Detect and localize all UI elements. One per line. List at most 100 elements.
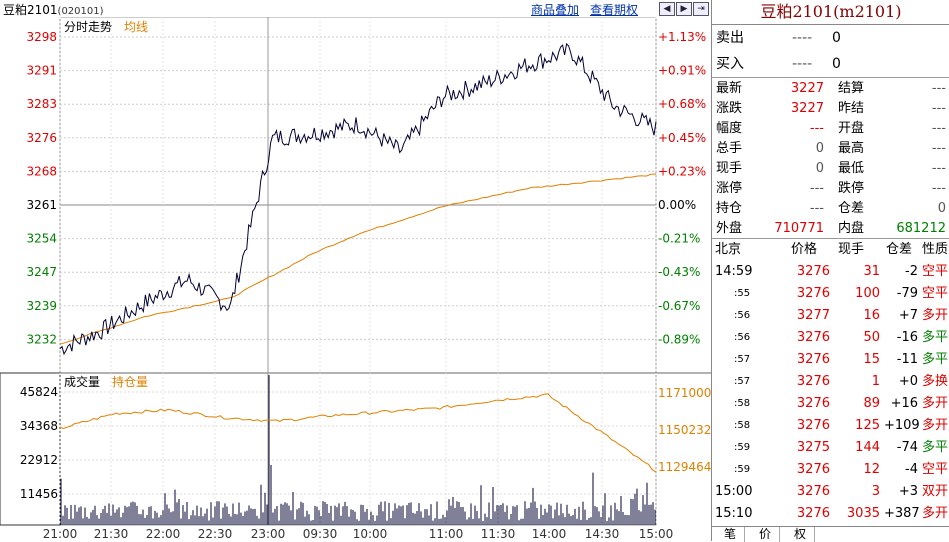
tick-row[interactable]: :57 3276 1 +0 多换 [712, 371, 949, 393]
tick-type: 多开 [922, 418, 949, 433]
pct-tick: -0.67% [658, 299, 700, 313]
time-tick: 09:30 [303, 527, 338, 541]
tick-vol: 89 [863, 396, 880, 411]
price-tick: 3298 [26, 30, 57, 44]
price-tick: 3254 [26, 232, 57, 246]
tab-trades[interactable]: 笔 [716, 527, 745, 542]
time-tick: 15:00 [639, 527, 674, 541]
price-line [59, 42, 657, 356]
prev-icon[interactable]: ◀ [659, 2, 675, 16]
time-tick: 21:30 [94, 527, 129, 541]
tick-type: 双开 [922, 484, 949, 499]
oi-tick: 1129464 [658, 460, 711, 474]
tick-vol: 100 [855, 286, 880, 301]
tick-vol: 16 [863, 308, 880, 323]
tick-type: 空平 [922, 286, 949, 301]
tick-diff: -2 [905, 264, 918, 279]
tick-vol: 3035 [846, 506, 880, 521]
intraday-chart[interactable]: 3298 3291 3283 3276 3268 3261 3254 3247 3239 3232… [0, 17, 711, 541]
pct-tick: +1.13% [658, 30, 706, 44]
tick-row[interactable]: :55 3276 100 -79 空平 [712, 283, 949, 305]
tick-row[interactable]: :58 3276 125 +109 多开 [712, 415, 949, 437]
col-vol: 现手 [838, 242, 865, 257]
tick-time: :57 [734, 354, 751, 365]
col-time: 北京 [715, 242, 742, 257]
tick-row[interactable]: :59 3275 144 -74 多平 [712, 437, 949, 459]
field-label: 结算 [838, 81, 865, 96]
tick-diff: -74 [896, 440, 918, 455]
volume-tick: 34368 [20, 419, 58, 433]
tick-type: 多平 [922, 330, 949, 345]
tick-row[interactable]: :58 3276 89 +16 多开 [712, 393, 949, 415]
pct-tick: -0.43% [658, 265, 700, 279]
tick-time: :56 [734, 332, 751, 343]
tick-type: 多开 [922, 506, 949, 521]
options-link[interactable]: 查看期权 [590, 3, 639, 17]
volume-label: 成交量 [64, 374, 100, 389]
field-label: 涨停 [716, 181, 743, 196]
field-label: 跌停 [838, 181, 865, 196]
time-tick: 10:00 [353, 527, 388, 541]
tick-row[interactable]: 14:59 3276 31 -2 空平 [712, 261, 949, 283]
tick-row[interactable]: :56 3277 16 +7 多开 [712, 305, 949, 327]
time-tick: 14:30 [585, 527, 620, 541]
time-tick: 11:00 [429, 527, 464, 541]
next-icon[interactable]: ▶ [676, 2, 692, 16]
field-value: --- [931, 181, 946, 196]
instrument-title: 豆粕2101(020101) [3, 3, 104, 17]
pct-tick: +0.68% [658, 97, 706, 111]
chart-header: 豆粕2101(020101) 商品叠加 查看期权 ◀ ▶ ⇥ [0, 0, 711, 17]
divider [712, 238, 949, 239]
tick-price: 3275 [796, 440, 830, 455]
field-label: 涨跌 [716, 101, 743, 116]
tick-price: 3276 [796, 462, 830, 477]
tick-diff: -16 [896, 330, 918, 345]
volume-bars [60, 375, 656, 525]
tick-price: 3276 [796, 330, 830, 345]
field-value: --- [809, 201, 824, 216]
grid [59, 17, 657, 525]
tick-vol: 1 [871, 374, 880, 389]
pct-tick: 0.00% [658, 198, 696, 212]
quote-field-row: 总手 0 最高 --- [712, 139, 949, 159]
tick-time: :57 [734, 376, 751, 387]
field-label: 幅度 [716, 121, 743, 136]
oi-label: 持仓量 [112, 374, 148, 389]
tick-row[interactable]: :56 3276 50 -16 多平 [712, 327, 949, 349]
field-value: --- [931, 121, 946, 136]
quote-field-row: 外盘 710771 内盘 681212 [712, 219, 949, 239]
field-value: --- [931, 141, 946, 156]
field-label: 最新 [716, 81, 743, 96]
tab-rights[interactable]: 权 [786, 527, 815, 542]
time-tick: 22:30 [198, 527, 233, 541]
tick-vol: 50 [863, 330, 880, 345]
ask-row: 卖出 ---- 0 [712, 28, 949, 48]
tick-vol: 125 [855, 418, 880, 433]
last-icon[interactable]: ⇥ [693, 2, 709, 16]
col-type: 性质 [922, 242, 949, 257]
price-tick: 3268 [26, 164, 57, 178]
oi-tick: 1150232 [658, 423, 711, 437]
quote-field-row: 现手 0 最低 --- [712, 159, 949, 179]
field-label: 最低 [838, 161, 865, 176]
tick-diff: +3 [898, 484, 918, 499]
tick-type: 多开 [922, 308, 949, 323]
tab-price[interactable]: 价 [751, 527, 780, 542]
tick-type: 多开 [922, 396, 949, 411]
avg-label: 均线 [124, 20, 148, 34]
tick-price: 3276 [796, 484, 830, 499]
tick-price: 3276 [796, 418, 830, 433]
tick-row[interactable]: :57 3276 15 -11 多平 [712, 349, 949, 371]
tick-row[interactable]: :59 3276 12 -4 空平 [712, 459, 949, 481]
tick-vol: 144 [855, 440, 880, 455]
tick-type: 空平 [922, 264, 949, 279]
tick-diff: +387 [884, 506, 920, 521]
overlay-link[interactable]: 商品叠加 [531, 3, 580, 17]
ask-value: 0 [832, 30, 841, 46]
quote-field-row: 涨停 --- 跌停 --- [712, 179, 949, 199]
trend-label: 分时走势 [64, 20, 112, 34]
chart-panel[interactable]: 豆粕2101(020101) 商品叠加 查看期权 ◀ ▶ ⇥ 3298 3291 3… [0, 0, 711, 541]
tick-row[interactable]: 15:10 3276 3035 +387 多开 [712, 503, 949, 525]
tick-row[interactable]: 15:00 3276 3 +3 双开 [712, 481, 949, 503]
pct-tick: -0.21% [658, 232, 700, 246]
